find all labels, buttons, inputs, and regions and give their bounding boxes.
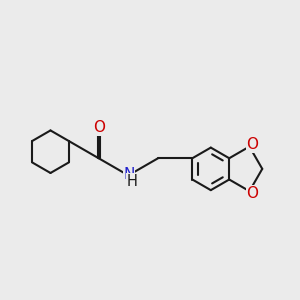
Text: H: H	[127, 174, 138, 189]
Text: O: O	[93, 120, 105, 135]
Text: O: O	[247, 137, 259, 152]
Text: N: N	[123, 167, 135, 182]
Text: O: O	[247, 186, 259, 201]
